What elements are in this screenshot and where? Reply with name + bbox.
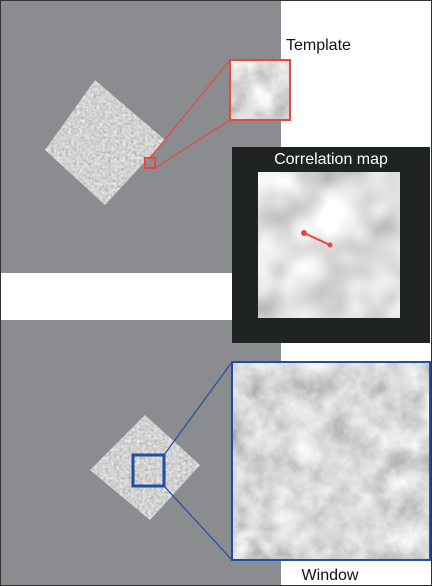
template-label: Template xyxy=(286,37,351,54)
connector xyxy=(154,119,231,169)
connector xyxy=(163,361,233,456)
window-marker xyxy=(131,453,166,488)
offset-vector xyxy=(303,232,331,246)
window-label: Window xyxy=(302,567,359,584)
center-dot xyxy=(327,242,333,248)
correlation-label: Correlation map xyxy=(274,151,388,168)
connector xyxy=(149,59,231,159)
connector xyxy=(163,485,233,561)
window-image xyxy=(231,361,431,561)
template-image xyxy=(229,59,291,121)
peak-dot xyxy=(301,230,307,236)
